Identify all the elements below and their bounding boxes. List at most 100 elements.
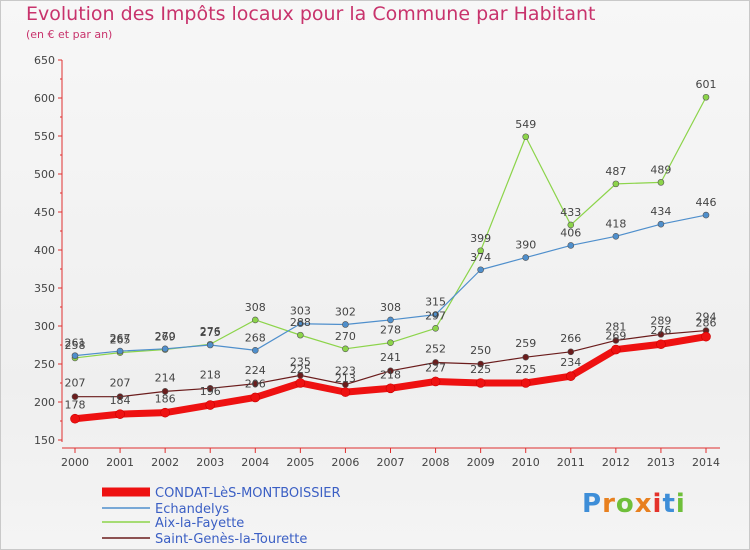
x-tick-label: 2003 <box>196 456 224 469</box>
data-label: 315 <box>425 296 446 309</box>
data-label: 225 <box>515 363 536 376</box>
data-label: 186 <box>155 393 176 406</box>
data-label: 399 <box>470 232 491 245</box>
data-label: 241 <box>380 351 401 364</box>
data-point <box>251 316 259 324</box>
data-label: 276 <box>200 325 221 338</box>
logo-letter: i <box>675 489 686 519</box>
data-point <box>206 385 214 392</box>
data-label: 207 <box>65 377 86 390</box>
data-label: 266 <box>560 332 581 345</box>
logo-letter: o <box>615 489 635 519</box>
data-point <box>70 413 80 424</box>
data-label: 374 <box>470 251 491 264</box>
proxiti-logo: Proxiti <box>582 489 686 519</box>
data-point <box>116 393 124 400</box>
x-tick-label: 2008 <box>422 456 450 469</box>
data-label: 308 <box>245 301 266 314</box>
data-point <box>702 211 710 219</box>
data-label: 235 <box>290 355 311 368</box>
legend-label-2: Aix-la-Fayette <box>155 516 244 531</box>
data-point <box>567 221 575 229</box>
data-label: 196 <box>200 385 221 398</box>
y-tick-label: 350 <box>34 282 55 295</box>
logo-letter: i <box>652 489 663 519</box>
data-point <box>115 409 125 419</box>
x-tick-label: 2006 <box>331 456 359 469</box>
chart-title: Evolution des Impôts locaux pour la Comm… <box>26 3 596 25</box>
x-tick-label: 2001 <box>106 456 134 469</box>
data-point <box>432 311 439 318</box>
data-point <box>206 341 214 349</box>
chart-subtitle: (en € et par an) <box>26 28 113 41</box>
data-point <box>342 321 349 328</box>
data-label: 434 <box>650 205 671 218</box>
data-point <box>656 339 666 350</box>
y-tick-label: 400 <box>34 244 55 257</box>
data-label: 269 <box>155 331 176 344</box>
data-label: 487 <box>605 165 626 178</box>
data-label: 289 <box>650 314 671 327</box>
data-label: 278 <box>380 324 401 337</box>
data-label: 252 <box>425 342 446 355</box>
data-label: 275 <box>200 326 221 339</box>
data-label: 390 <box>515 239 536 252</box>
data-point <box>567 348 575 356</box>
data-point <box>387 367 394 375</box>
data-point <box>342 345 349 353</box>
data-point <box>520 378 531 388</box>
data-label: 268 <box>245 331 266 344</box>
data-label: 207 <box>110 377 131 390</box>
legend-label-1: Echandelys <box>155 502 229 517</box>
data-point <box>161 388 169 395</box>
y-tick-label: 150 <box>34 434 55 447</box>
y-tick-label: 450 <box>34 206 55 219</box>
x-tick-label: 2004 <box>241 456 269 469</box>
data-point <box>702 93 710 101</box>
data-point <box>387 316 394 324</box>
y-tick-label: 250 <box>34 358 55 371</box>
data-point <box>522 254 530 261</box>
y-tick-label: 300 <box>34 320 55 333</box>
data-point <box>340 387 351 397</box>
data-point <box>611 344 621 355</box>
data-point <box>297 320 304 328</box>
data-label: 294 <box>696 311 717 324</box>
x-tick-label: 2014 <box>692 456 720 469</box>
x-tick-label: 2009 <box>467 456 495 469</box>
y-tick-label: 500 <box>34 168 55 181</box>
data-point <box>657 331 665 338</box>
data-point <box>475 378 486 388</box>
data-label: 270 <box>335 330 356 343</box>
x-tick-label: 2000 <box>61 456 89 469</box>
legend-label-3: Saint-Genès-la-Tourette <box>155 532 307 547</box>
legend-label-0: CONDAT-LèS-MONTBOISSIER <box>155 486 341 501</box>
data-point <box>522 353 530 361</box>
data-point <box>116 347 124 355</box>
data-label: 267 <box>110 332 131 345</box>
data-label: 234 <box>560 356 581 369</box>
data-label: 261 <box>65 337 86 350</box>
data-label: 281 <box>605 320 626 333</box>
data-label: 214 <box>155 371 176 384</box>
data-label: 258 <box>65 339 86 352</box>
data-label: 406 <box>560 226 581 239</box>
data-label: 178 <box>65 399 86 412</box>
data-point <box>295 378 306 388</box>
logo-letter: t <box>662 489 676 519</box>
data-label: 489 <box>650 163 671 176</box>
data-point <box>250 392 261 403</box>
data-label: 297 <box>425 309 446 322</box>
data-label: 265 <box>110 334 131 347</box>
data-point <box>71 352 79 359</box>
data-label: 286 <box>696 317 717 330</box>
data-label: 302 <box>335 305 356 318</box>
data-point <box>71 393 79 400</box>
data-point <box>567 242 575 249</box>
data-label: 259 <box>515 337 536 350</box>
x-tick-label: 2007 <box>377 456 405 469</box>
data-point <box>297 331 304 339</box>
data-label: 213 <box>335 372 356 385</box>
